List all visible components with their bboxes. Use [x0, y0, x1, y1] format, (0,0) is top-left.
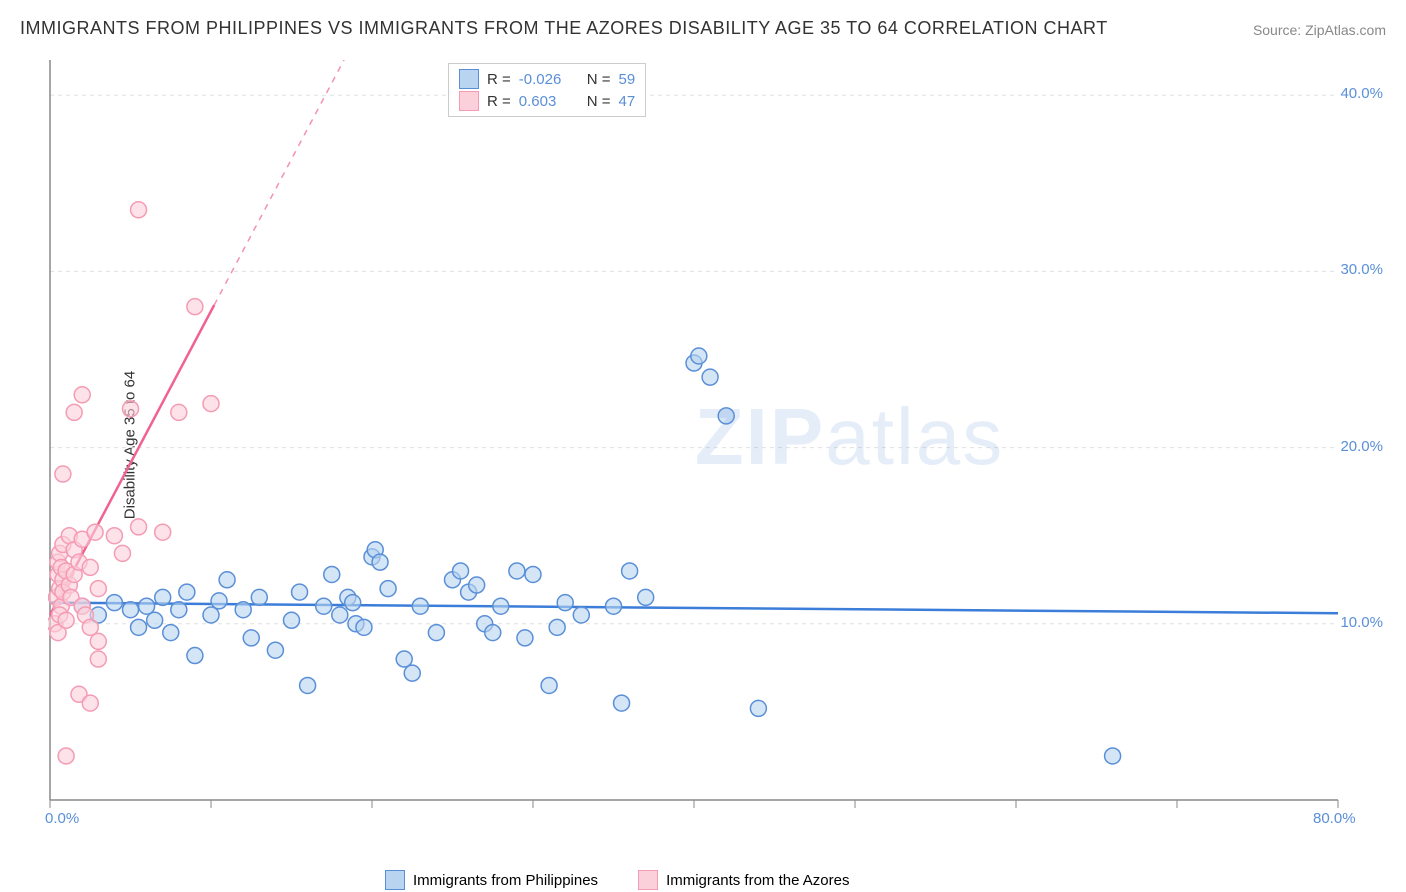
y-tick-label: 40.0%	[1340, 85, 1383, 102]
legend-n-value: 47	[619, 93, 636, 110]
legend-series-label: Immigrants from the Azores	[666, 872, 849, 889]
source-attribution: Source: ZipAtlas.com	[1253, 22, 1386, 38]
legend-swatch	[459, 69, 479, 89]
scatter-plot	[48, 60, 1368, 830]
legend-series-label: Immigrants from Philippines	[413, 872, 598, 889]
legend-series-item: Immigrants from the Azores	[638, 870, 849, 890]
legend-correlation: R = -0.026 N = 59 R = 0.603 N = 47	[448, 63, 646, 117]
legend-correlation-row: R = -0.026 N = 59	[459, 68, 635, 90]
legend-swatch	[638, 870, 658, 890]
legend-r-label: R =	[487, 93, 511, 110]
legend-n-label: N =	[587, 93, 611, 110]
chart-title: IMMIGRANTS FROM PHILIPPINES VS IMMIGRANT…	[20, 18, 1108, 39]
legend-swatch	[459, 91, 479, 111]
x-tick-label: 80.0%	[1313, 810, 1356, 827]
legend-r-label: R =	[487, 71, 511, 88]
x-tick-label: 0.0%	[45, 810, 79, 827]
chart-container: Disability Age 35 to 64 ZIPatlas R =-0.0…	[48, 60, 1368, 830]
legend-r-value: -0.026	[519, 71, 579, 88]
y-tick-label: 30.0%	[1340, 261, 1383, 278]
legend-r-value: 0.603	[519, 93, 579, 110]
y-tick-label: 20.0%	[1340, 438, 1383, 455]
y-tick-label: 10.0%	[1340, 614, 1383, 631]
legend-series: Immigrants from Philippines Immigrants fr…	[385, 870, 849, 890]
legend-series-item: Immigrants from Philippines	[385, 870, 598, 890]
legend-n-label: N =	[587, 71, 611, 88]
legend-n-value: 59	[619, 71, 636, 88]
legend-swatch	[385, 870, 405, 890]
legend-correlation-row: R = 0.603 N = 47	[459, 90, 635, 112]
